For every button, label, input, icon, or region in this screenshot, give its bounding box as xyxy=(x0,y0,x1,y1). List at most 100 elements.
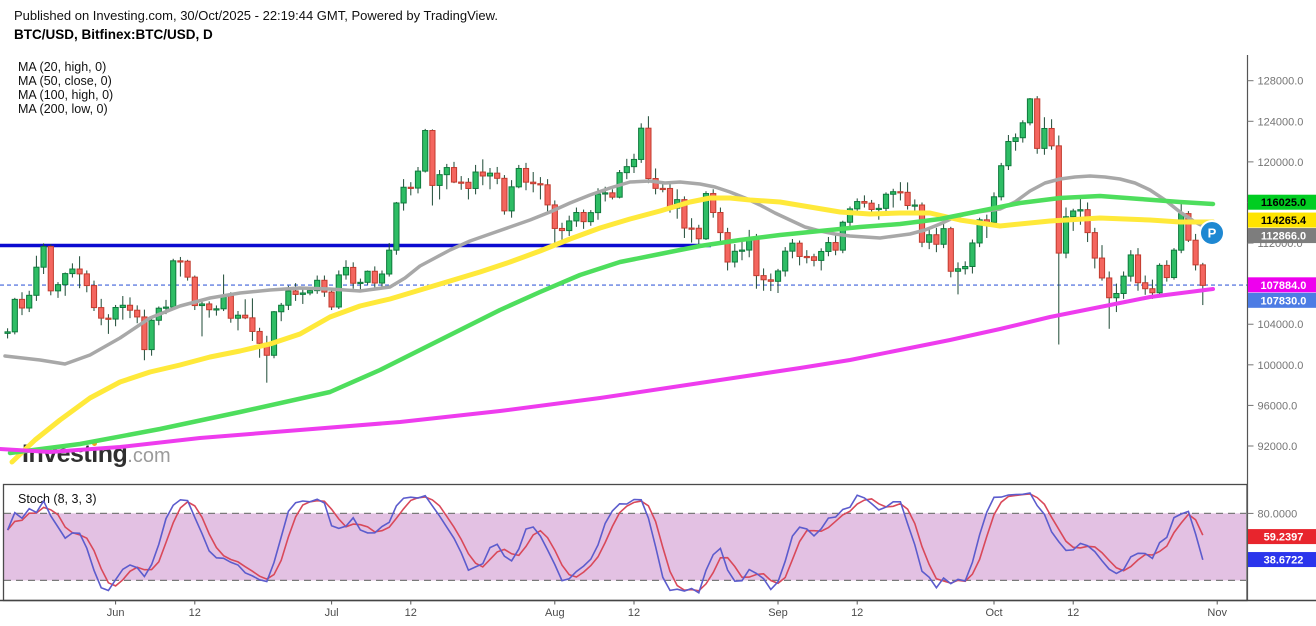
candle-body xyxy=(926,234,933,243)
candle-body xyxy=(623,166,630,174)
candle-body xyxy=(1156,264,1163,294)
candle-body xyxy=(249,317,256,332)
candle-body xyxy=(573,212,580,222)
candle-body xyxy=(774,270,782,282)
candle-body xyxy=(1012,137,1019,142)
candle-body xyxy=(141,316,148,351)
candle-body xyxy=(976,219,983,244)
stoch-d-line xyxy=(6,493,1204,592)
candle-body xyxy=(731,250,738,263)
stoch-legend[interactable]: Stoch (8, 3, 3) xyxy=(18,492,97,506)
candle-body xyxy=(321,279,328,293)
candle-body xyxy=(645,127,652,180)
ma-line-20-high xyxy=(3,174,1215,366)
candle-body xyxy=(328,291,335,308)
candle-body xyxy=(33,266,40,296)
candle-body xyxy=(1163,264,1170,279)
candle-body xyxy=(897,191,904,194)
candle-body xyxy=(494,172,501,179)
candle-body xyxy=(767,279,774,282)
candle-body xyxy=(90,285,98,309)
candle-body xyxy=(796,242,803,257)
candle-body xyxy=(400,186,407,204)
candle-body xyxy=(760,275,767,281)
candle-body xyxy=(681,199,688,229)
candle-body xyxy=(609,192,616,198)
ma-line-200-low xyxy=(0,287,1215,454)
candle-body xyxy=(62,273,69,286)
candle-body xyxy=(278,304,285,313)
candle-body xyxy=(753,236,760,277)
candle-body xyxy=(558,227,566,232)
candle-body xyxy=(846,208,854,223)
stoch-band xyxy=(4,513,1246,581)
x-tick-label: 12 xyxy=(189,607,201,619)
candle-body xyxy=(962,265,969,270)
x-tick-label: 12 xyxy=(1067,607,1079,619)
candle-body xyxy=(782,250,789,272)
y-tick-label: 104000.0 xyxy=(1258,319,1304,331)
stoch-k-badge-text: 38.6722 xyxy=(1264,555,1304,567)
candle-body xyxy=(1034,98,1041,149)
candle-body xyxy=(1070,210,1077,218)
candle-body xyxy=(810,256,818,261)
candle-body xyxy=(882,193,890,209)
x-tick-label: Nov xyxy=(1207,607,1227,619)
candle-body xyxy=(1077,209,1084,212)
x-tick-label: 12 xyxy=(628,607,640,619)
candle-body xyxy=(234,314,242,319)
candle-body xyxy=(911,204,918,207)
candle-body xyxy=(486,172,494,177)
ma-legend-20[interactable]: MA (20, high, 0) xyxy=(18,60,107,74)
y-tick-label: 124000.0 xyxy=(1258,116,1304,128)
last-price-badge-text: 107830.0 xyxy=(1261,295,1307,307)
candle-body xyxy=(1142,282,1149,290)
candle-body xyxy=(515,167,522,188)
candle-body xyxy=(1149,288,1156,294)
candle-body xyxy=(551,204,558,229)
candle-body xyxy=(933,234,940,245)
candle-body xyxy=(126,304,134,311)
ma-legend-50[interactable]: MA (50, close, 0) xyxy=(18,74,112,88)
candle-body xyxy=(40,245,47,268)
candle-body xyxy=(47,245,54,292)
x-tick-label: 12 xyxy=(405,607,417,619)
candle-body xyxy=(242,314,249,319)
price-pointer-marker[interactable] xyxy=(1199,220,1225,246)
stoch-80-label: 80.0000 xyxy=(1258,508,1298,520)
candle-body xyxy=(314,279,321,292)
candle-body xyxy=(688,227,695,230)
candle-body xyxy=(508,186,515,212)
stoch-k-badge xyxy=(1248,552,1316,568)
candle-body xyxy=(544,184,551,206)
candle-body xyxy=(162,306,170,309)
candle-body xyxy=(69,268,76,275)
watermark-i-orange-dot: ı xyxy=(91,440,98,468)
candle-body xyxy=(270,311,278,356)
candle-body xyxy=(429,130,436,186)
candle-body xyxy=(969,242,976,267)
candle-body xyxy=(854,201,861,210)
candle-body xyxy=(299,292,306,295)
ma-legend-200[interactable]: MA (200, low, 0) xyxy=(18,102,108,116)
candle-body xyxy=(695,227,702,240)
candle-body xyxy=(580,212,587,223)
candle-body xyxy=(292,290,299,295)
candle-body xyxy=(530,181,537,185)
candle-body xyxy=(134,309,141,318)
stoch-d-badge-text: 59.2397 xyxy=(1264,532,1304,544)
candle-body xyxy=(738,249,746,252)
candle-body xyxy=(868,202,875,210)
candle-body xyxy=(1005,140,1012,167)
candle-body xyxy=(832,242,839,251)
candle-body xyxy=(1098,257,1106,279)
candle-body xyxy=(26,294,33,309)
candle-body xyxy=(227,295,234,319)
ma-legend-100[interactable]: MA (100, high, 0) xyxy=(18,88,114,102)
candle-body xyxy=(710,193,717,214)
candle-body xyxy=(947,228,954,272)
candle-body xyxy=(422,130,429,172)
candle-body xyxy=(364,270,371,283)
ma50-close-badge-text: 114265.4 xyxy=(1261,215,1307,227)
